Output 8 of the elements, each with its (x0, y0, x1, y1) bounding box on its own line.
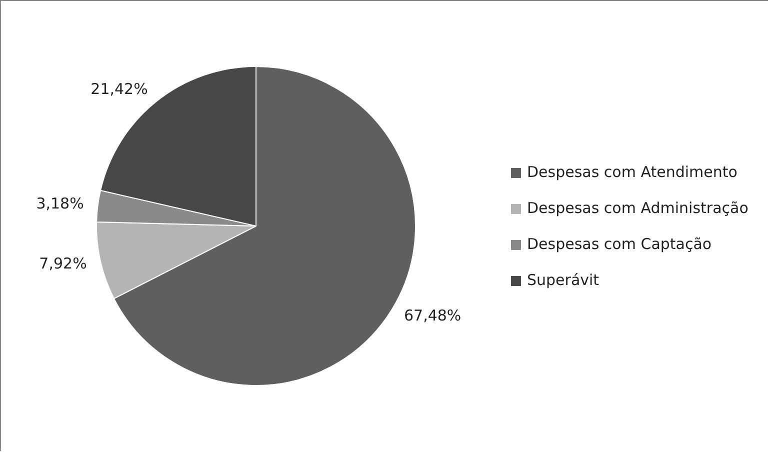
legend-label: Despesas com Captação (527, 235, 712, 253)
data-label: 7,92% (39, 254, 87, 272)
legend-label: Superávit (527, 271, 600, 289)
legend-label: Despesas com Administração (527, 199, 748, 217)
data-label: 21,42% (90, 80, 148, 98)
data-label: 67,48% (404, 306, 462, 324)
legend-label: Despesas com Atendimento (527, 163, 738, 181)
data-label: 3,18% (36, 194, 84, 212)
